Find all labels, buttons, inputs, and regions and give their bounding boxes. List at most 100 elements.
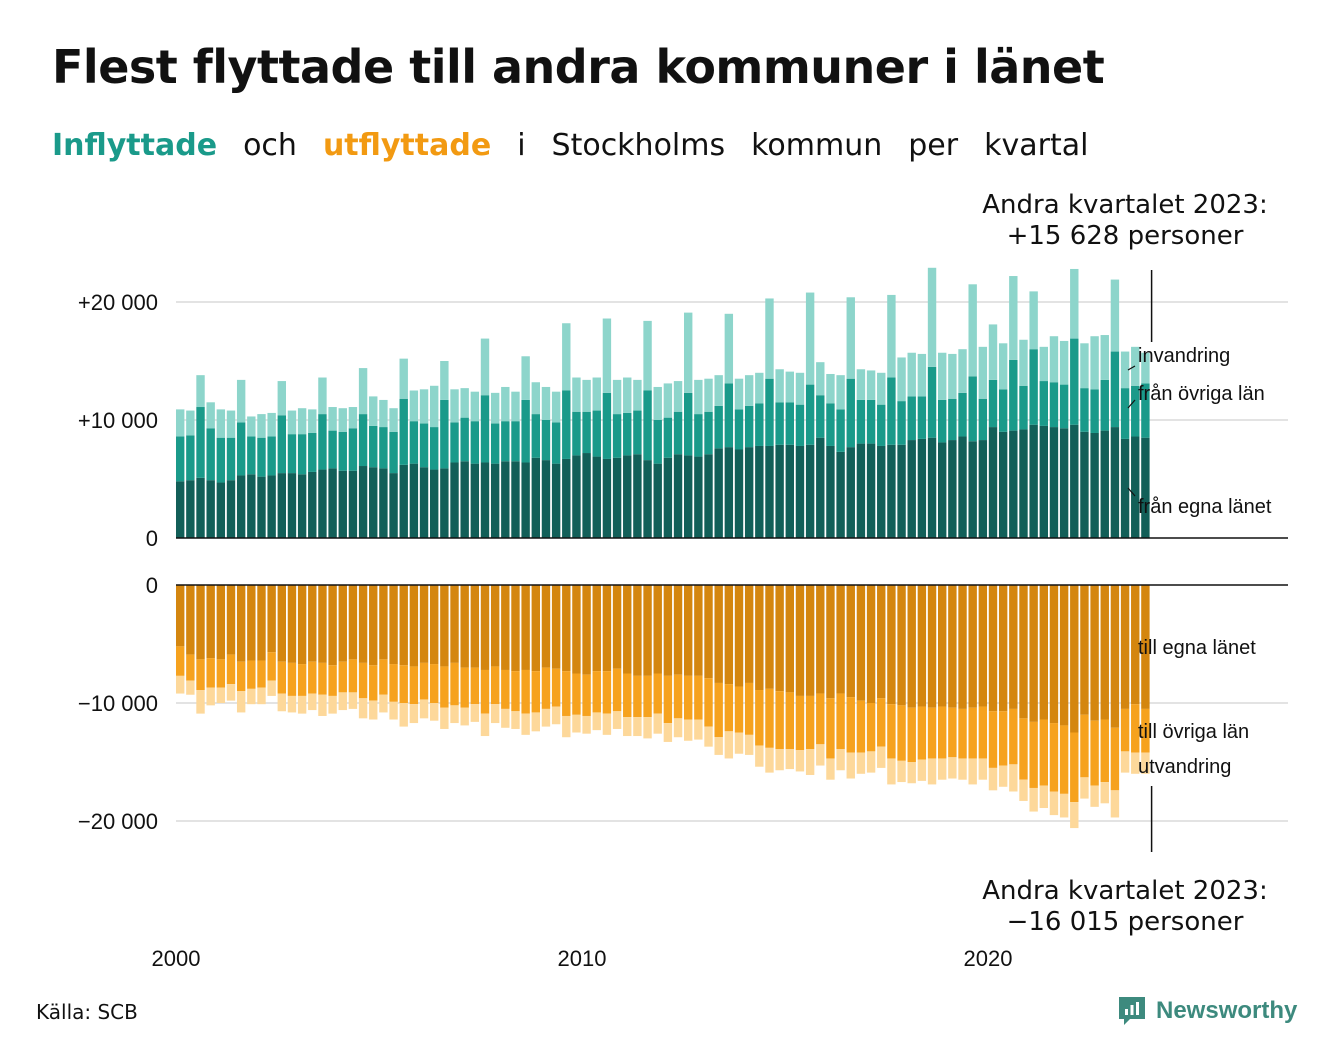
- bar-out-abroad: [501, 708, 510, 728]
- bar-out-other: [338, 661, 347, 693]
- bar-out-other: [247, 660, 256, 689]
- bar-out-own: [917, 585, 927, 707]
- bar-out-other: [308, 661, 317, 694]
- bar-out-other: [1019, 718, 1028, 780]
- bar-in-own: [765, 445, 774, 538]
- newsworthy-logo[interactable]: Newsworthy: [1116, 994, 1297, 1028]
- bar-out-abroad: [948, 757, 957, 779]
- bar-out-own: [805, 585, 815, 696]
- bar-in-other: [1100, 379, 1109, 431]
- bar-in-abroad: [572, 377, 581, 412]
- bar-out-abroad: [998, 765, 1008, 787]
- bar-out-abroad: [612, 711, 622, 729]
- bar-out-abroad: [379, 694, 388, 713]
- bar-in-own: [328, 468, 337, 538]
- series-label: till egna länet: [1138, 637, 1256, 659]
- bar-in-own: [592, 456, 601, 538]
- bar-out-abroad: [968, 758, 977, 785]
- bar-out-own: [602, 585, 612, 672]
- bar-out-other: [562, 671, 571, 716]
- bar-out-abroad: [958, 758, 967, 780]
- bar-out-other: [216, 659, 226, 688]
- bar-in-other: [267, 436, 276, 476]
- bar-out-own: [592, 585, 601, 672]
- bar-in-own: [1120, 438, 1130, 538]
- bar-out-own: [287, 585, 297, 663]
- bar-out-own: [866, 585, 876, 703]
- bar-in-abroad: [287, 410, 297, 435]
- bar-in-own: [277, 473, 286, 538]
- bar-in-abroad: [369, 396, 378, 426]
- bar-in-own: [1039, 425, 1048, 538]
- bar-in-own: [846, 447, 855, 538]
- bar-out-abroad: [836, 749, 845, 771]
- bar-in-other: [419, 423, 429, 468]
- bar-in-own: [816, 437, 825, 538]
- bar-in-abroad: [267, 412, 276, 437]
- bar-in-abroad: [521, 356, 530, 400]
- bar-out-own: [1110, 585, 1120, 728]
- bar-out-other: [1059, 725, 1069, 794]
- bar-out-abroad: [236, 691, 246, 713]
- bar-out-own: [694, 585, 703, 676]
- bar-in-own: [551, 463, 561, 538]
- bar-out-other: [1029, 721, 1038, 788]
- bar-out-own: [663, 585, 673, 676]
- bar-out-other: [694, 675, 703, 720]
- bar-in-other: [562, 390, 571, 459]
- bar-out-own: [308, 585, 317, 662]
- bar-in-abroad: [1100, 335, 1109, 380]
- bar-in-abroad: [673, 381, 683, 412]
- bar-in-abroad: [897, 357, 906, 402]
- bar-out-other: [978, 706, 988, 759]
- subtitle-word: Stockholms: [551, 128, 726, 163]
- bar-out-own: [856, 585, 866, 701]
- bar-out-own: [673, 585, 683, 675]
- bar-in-own: [562, 458, 571, 538]
- bar-in-abroad: [582, 379, 591, 412]
- bar-in-own: [978, 440, 988, 538]
- bar-out-own: [795, 585, 805, 696]
- bar-in-other: [612, 414, 622, 458]
- bar-in-other: [308, 432, 317, 472]
- bar-out-own: [1039, 585, 1048, 720]
- bar-in-own: [440, 468, 449, 538]
- bar-out-other: [409, 666, 419, 705]
- bar-in-abroad: [1141, 352, 1150, 384]
- bar-in-abroad: [866, 370, 876, 400]
- bar-out-other: [572, 673, 581, 715]
- bar-in-abroad: [927, 267, 937, 367]
- bar-in-abroad: [186, 410, 195, 436]
- bar-in-abroad: [968, 284, 977, 377]
- bar-in-other: [744, 405, 754, 448]
- bar-out-abroad: [816, 744, 825, 766]
- x-tick-label: 2020: [964, 946, 1013, 971]
- bar-out-abroad: [755, 745, 764, 767]
- bar-in-abroad: [907, 352, 916, 397]
- bar-in-own: [216, 482, 226, 538]
- bar-in-other: [1141, 383, 1150, 438]
- bar-in-own: [1110, 427, 1120, 538]
- bar-in-abroad: [623, 377, 632, 413]
- bar-in-own: [358, 466, 368, 538]
- bar-in-other: [1019, 385, 1028, 430]
- bar-out-other: [1110, 727, 1120, 791]
- bar-out-other: [663, 675, 673, 724]
- bar-in-own: [460, 461, 469, 538]
- bar-in-own: [775, 444, 784, 538]
- bar-out-abroad: [450, 705, 459, 724]
- bar-in-other: [917, 396, 927, 439]
- bar-in-abroad: [176, 409, 185, 437]
- newsworthy-logo-icon: [1119, 997, 1145, 1025]
- bar-out-abroad: [805, 749, 815, 775]
- bar-out-other: [653, 673, 662, 714]
- bar-out-abroad: [785, 749, 794, 770]
- bar-in-own: [836, 451, 845, 538]
- bar-in-other: [998, 389, 1008, 432]
- bar-in-abroad: [724, 313, 734, 384]
- bar-out-other: [206, 658, 215, 688]
- bar-out-own: [1080, 585, 1089, 715]
- bar-in-own: [887, 444, 896, 538]
- y-tick-label-bottom: 0: [146, 573, 158, 598]
- subtitle-word: per: [908, 128, 959, 163]
